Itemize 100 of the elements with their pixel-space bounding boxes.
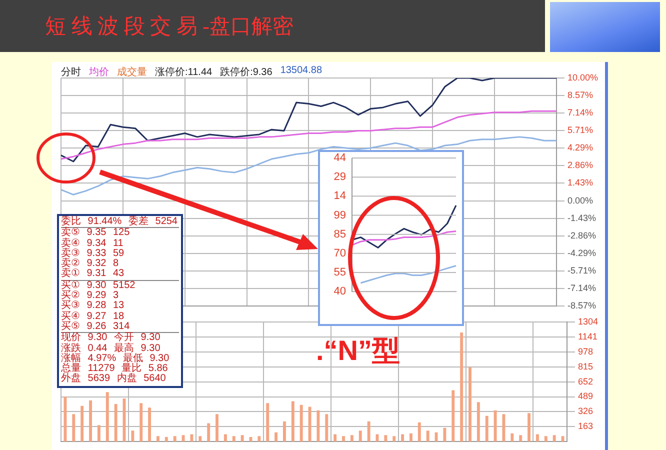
y-tick-label: -8.57% xyxy=(567,300,596,310)
bar xyxy=(207,423,210,442)
bar xyxy=(452,390,455,442)
annotation: 买③ 9.28 13 xyxy=(61,300,126,312)
y-tick-label: -7.14% xyxy=(567,282,596,293)
bar xyxy=(476,402,480,442)
y-tick-label: 1304 xyxy=(578,316,598,326)
y-tick-label: 8.57% xyxy=(567,90,594,100)
bar xyxy=(148,408,152,442)
bar xyxy=(342,436,345,442)
chart-title: 短 线 波 段 交 易 -盘口解密 xyxy=(45,13,294,40)
annotation: 卖⑤ 9.35 125 xyxy=(61,227,179,239)
bar xyxy=(173,436,176,442)
bar xyxy=(258,436,261,442)
y-tick-label: 5.71% xyxy=(567,125,594,136)
y-tick-label: 652 xyxy=(578,376,594,386)
bar xyxy=(182,435,185,442)
bar xyxy=(510,433,514,442)
bar xyxy=(283,421,286,442)
y-tick-label: 326 xyxy=(578,406,594,416)
annotation: 均价 xyxy=(89,66,109,79)
annotation: 涨跌 0.44 最高 9.30 xyxy=(61,342,162,354)
annotation: 70 xyxy=(334,247,346,260)
bar xyxy=(316,410,320,442)
bar xyxy=(64,396,67,442)
annotation: 14 xyxy=(334,190,346,202)
y-tick-label: -4.29% xyxy=(567,248,596,258)
annotation: 涨停价:11.44 xyxy=(155,66,212,79)
bar xyxy=(232,436,236,442)
annotation: 55 xyxy=(334,266,346,279)
y-tick-label: -5.71% xyxy=(567,265,596,276)
bar xyxy=(485,416,488,442)
bar xyxy=(114,404,118,442)
bar xyxy=(80,406,84,442)
bar xyxy=(544,436,548,442)
bar xyxy=(198,436,202,442)
bar xyxy=(72,414,76,442)
annotation: 现价 9.30 今开 9.30 xyxy=(61,332,179,344)
bar xyxy=(460,332,464,442)
bar xyxy=(140,403,143,442)
y-tick-label: -1.43% xyxy=(567,212,596,223)
annotation: 成交量 xyxy=(117,66,147,79)
y-tick-label: 978 xyxy=(578,346,594,356)
bar xyxy=(156,436,160,442)
annotation: 99 xyxy=(334,209,346,222)
bar xyxy=(325,414,328,442)
bar xyxy=(443,428,446,442)
y-tick-label: 2.86% xyxy=(567,160,594,170)
bar xyxy=(224,434,227,442)
annotation: 总量 11279 量比 5.86 xyxy=(61,363,169,374)
bar xyxy=(164,437,168,442)
text: 13504.88 xyxy=(280,65,322,78)
bar xyxy=(401,434,404,442)
bar xyxy=(266,403,270,442)
bar xyxy=(367,421,370,442)
y-tick-label: 10.00% xyxy=(567,72,598,82)
annotation: 买① 9.30 5152 xyxy=(61,280,179,292)
bar xyxy=(519,435,522,442)
bar xyxy=(552,435,556,442)
annotation: 29 xyxy=(334,171,346,184)
y-tick-label: 1.43% xyxy=(567,178,594,188)
bar xyxy=(494,410,497,442)
bar xyxy=(274,432,278,442)
annotation: 卖③ 9.33 59 xyxy=(61,248,126,259)
annotation: 涨幅 4.97% 最低 9.30 xyxy=(61,352,170,364)
y-tick-label: 489 xyxy=(578,391,594,402)
bar xyxy=(536,434,539,442)
bar xyxy=(409,433,412,442)
bar xyxy=(106,392,109,442)
bar xyxy=(300,404,303,442)
bar xyxy=(190,434,194,442)
annotation: 卖① 9.31 43 xyxy=(61,268,126,280)
y-tick-label: 815 xyxy=(578,361,594,372)
bar xyxy=(468,367,472,442)
bar xyxy=(350,435,354,442)
y-tick-label: -2.86% xyxy=(567,230,596,240)
annotation: 委比 91.44% 委差 5254 xyxy=(61,216,178,227)
y-tick-label: 0.00% xyxy=(567,195,594,206)
bar xyxy=(418,422,421,442)
bar xyxy=(291,401,294,442)
bar xyxy=(97,425,100,442)
annotation: 跌停价:9.36 xyxy=(220,66,272,79)
annotation: 85 xyxy=(334,228,346,240)
annotation: 买② 9.29 3 xyxy=(61,290,119,302)
annotation: 分时 xyxy=(61,66,81,79)
annotation: 买⑤ 9.26 314 xyxy=(61,320,131,332)
y-tick-label: 4.29% xyxy=(567,142,594,153)
bar xyxy=(392,436,396,442)
bar xyxy=(89,400,92,442)
bar xyxy=(240,435,244,442)
annotation: 卖④ 9.34 11 xyxy=(61,238,124,249)
bar xyxy=(384,435,388,442)
bar xyxy=(131,430,134,442)
y-tick-label: 7.14% xyxy=(567,108,594,118)
bar xyxy=(216,414,218,442)
y-tick-label: 163 xyxy=(578,421,594,432)
bar xyxy=(358,430,362,442)
bar xyxy=(528,413,531,442)
text: 买④ 9.27 18 xyxy=(61,310,126,322)
annotation: 44 xyxy=(334,152,346,164)
